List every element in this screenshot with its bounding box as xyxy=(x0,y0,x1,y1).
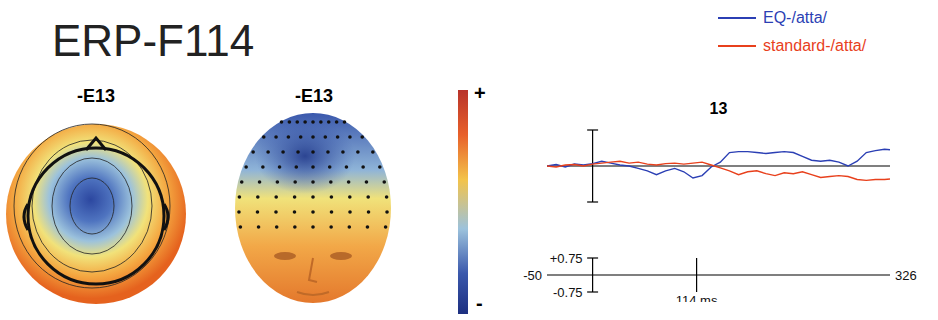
svg-text:326: 326 xyxy=(895,268,917,283)
html-text:-E13: -E13 xyxy=(77,86,115,106)
svg-text:+0.75: +0.75 xyxy=(550,251,583,266)
html-text:EQ-/atta/: EQ-/atta/ xyxy=(763,9,827,26)
svg-text:-0.75: -0.75 xyxy=(553,285,583,300)
html-text:-E13: -E13 xyxy=(295,86,333,106)
html-text:standard-/atta/: standard-/atta/ xyxy=(763,37,867,54)
svg-text:114 ms: 114 ms xyxy=(676,293,718,302)
svg-text:-50: -50 xyxy=(523,268,542,283)
html-text:13: 13 xyxy=(709,100,728,117)
html-text:ERP-F114: ERP-F114 xyxy=(52,16,255,65)
